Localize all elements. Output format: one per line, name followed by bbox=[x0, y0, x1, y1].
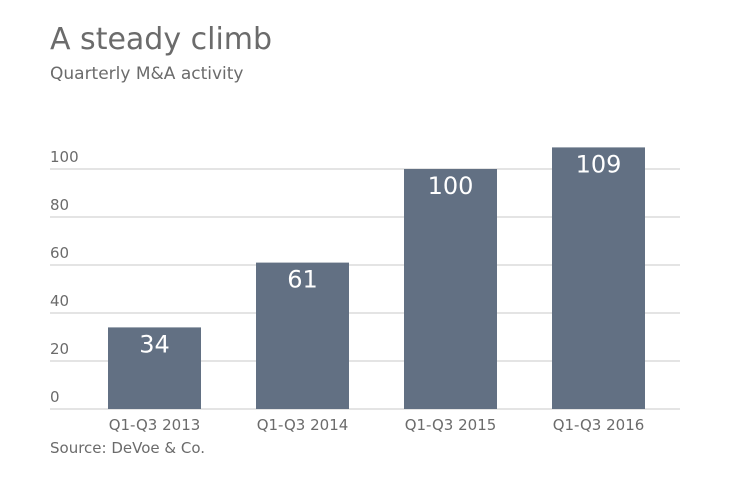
chart-subtitle: Quarterly M&A activity bbox=[50, 64, 244, 84]
bar bbox=[108, 327, 201, 409]
y-tick-label: 0 bbox=[50, 388, 60, 406]
y-tick-label: 60 bbox=[50, 244, 69, 262]
y-tick-label: 80 bbox=[50, 196, 69, 214]
bar bbox=[552, 147, 645, 409]
x-tick-label: Q1-Q3 2015 bbox=[405, 416, 497, 434]
data-label: 34 bbox=[139, 330, 170, 358]
data-label: 100 bbox=[428, 172, 474, 200]
x-tick-label: Q1-Q3 2016 bbox=[553, 416, 645, 434]
y-tick-label: 100 bbox=[50, 148, 79, 166]
data-label: 109 bbox=[576, 150, 622, 178]
bar bbox=[404, 169, 497, 409]
y-tick-label: 40 bbox=[50, 292, 69, 310]
data-label: 61 bbox=[287, 266, 318, 294]
y-tick-label: 20 bbox=[50, 340, 69, 358]
x-tick-label: Q1-Q3 2014 bbox=[257, 416, 349, 434]
chart-source: Source: DeVoe & Co. bbox=[50, 439, 206, 457]
x-tick-label: Q1-Q3 2013 bbox=[109, 416, 201, 434]
chart-title: A steady climb bbox=[50, 22, 273, 57]
bar bbox=[256, 262, 349, 409]
